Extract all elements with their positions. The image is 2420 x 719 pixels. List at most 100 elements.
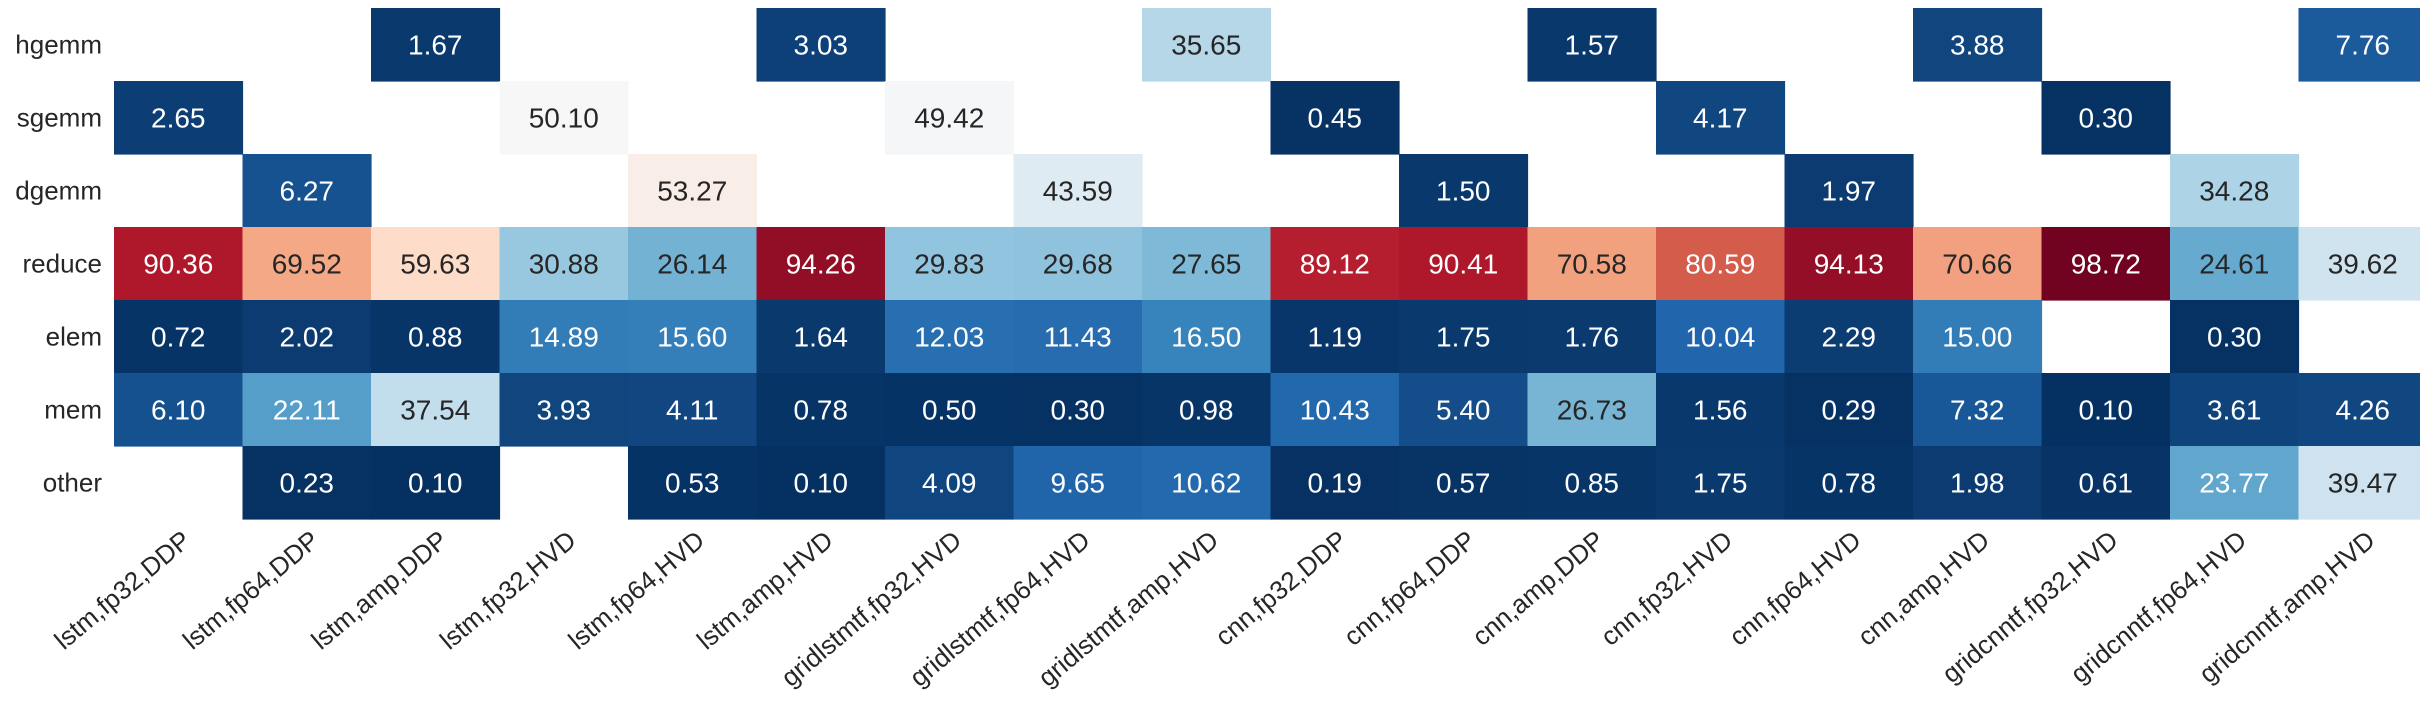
heatmap-cell: [242, 300, 372, 374]
cell-value-label: 1.75: [1693, 468, 1748, 499]
cell-value-label: 0.85: [1565, 468, 1620, 499]
cell-value-label: 1.57: [1565, 30, 1620, 61]
heatmap-cell: [885, 81, 1015, 155]
cell-value-label: 15.00: [1942, 322, 2012, 353]
heatmap-cell: [2170, 227, 2300, 301]
heatmap-cell: [1270, 81, 1400, 155]
heatmap-cell: [1013, 227, 1143, 301]
cell-value-label: 26.73: [1557, 395, 1627, 426]
heatmap-cell: [2041, 227, 2171, 301]
heatmap-cell: [1656, 300, 1786, 374]
heatmap-cell: [1142, 446, 1272, 520]
heatmap-cell: [756, 300, 886, 374]
heatmap-cell: [756, 373, 886, 447]
heatmap-cell: [499, 373, 629, 447]
column-tick-label: cnn,amp,DDP: [1466, 525, 1609, 652]
heatmap-cell: [1913, 300, 2043, 374]
heatmap-cell: [371, 227, 501, 301]
heatmap-cell: [242, 227, 372, 301]
column-labels: lstm,fp32,DDPlstm,fp64,DDPlstm,amp,DDPls…: [48, 525, 2380, 693]
heatmap-cell: [371, 300, 501, 374]
cell-value-label: 22.11: [273, 395, 341, 426]
column-tick-label: lstm,fp32,DDP: [48, 525, 196, 656]
cell-value-label: 23.77: [2199, 468, 2269, 499]
heatmap-cell: [371, 8, 501, 82]
column-tick-label: cnn,fp32,DDP: [1209, 525, 1352, 652]
cell-value-label: 2.65: [151, 103, 206, 134]
cell-value-label: 39.62: [2328, 249, 2398, 280]
heatmap-cell: [1399, 446, 1529, 520]
cell-value-label: 94.13: [1814, 249, 1884, 280]
cell-value-label: 14.89: [529, 322, 599, 353]
cell-value-label: 29.83: [914, 249, 984, 280]
heatmap-cell: [885, 446, 1015, 520]
cell-value-label: 37.54: [400, 395, 470, 426]
cell-value-label: 0.29: [1822, 395, 1877, 426]
heatmap-cell: [1913, 446, 2043, 520]
heatmap-cell: [1784, 300, 1914, 374]
heatmap-cell: [2298, 446, 2420, 520]
heatmap-cell: [756, 227, 886, 301]
cell-value-label: 70.66: [1942, 249, 2012, 280]
cell-value-label: 3.61: [2207, 395, 2262, 426]
cell-value-label: 29.68: [1043, 249, 1113, 280]
heatmap-cell: [1784, 373, 1914, 447]
row-tick-label: dgemm: [15, 176, 102, 206]
heatmap-cell: [1913, 8, 2043, 82]
heatmap-cell: [885, 373, 1015, 447]
cell-value-label: 7.76: [2336, 30, 2391, 61]
heatmap-cell: [2298, 8, 2420, 82]
heatmap-cell: [242, 154, 372, 228]
cell-value-label: 4.11: [666, 395, 718, 426]
heatmap-cells: 1.67 3.03 35.65 1.57 3.88 7.76 2.65 50.10 49.42 0…: [114, 8, 2420, 520]
heatmap-cell: [2041, 446, 2171, 520]
heatmap-cell: [2041, 81, 2171, 155]
cell-value-label: 0.78: [1822, 468, 1877, 499]
row-tick-label: hgemm: [15, 30, 102, 60]
heatmap-cell: [1013, 373, 1143, 447]
cell-value-label: 0.23: [280, 468, 335, 499]
heatmap-cell: [1784, 446, 1914, 520]
cell-value-label: 49.42: [914, 103, 984, 134]
cell-value-label: 80.59: [1685, 249, 1755, 280]
heatmap-cell: [2041, 373, 2171, 447]
cell-value-label: 27.65: [1171, 249, 1241, 280]
cell-value-label: 70.58: [1557, 249, 1627, 280]
heatmap-cell: [1142, 300, 1272, 374]
cell-value-label: 0.30: [2079, 103, 2134, 134]
cell-value-label: 59.63: [400, 249, 470, 280]
cell-value-label: 1.67: [408, 30, 463, 61]
heatmap-cell: [1142, 8, 1272, 82]
cell-value-label: 0.61: [2079, 468, 2134, 499]
cell-value-label: 11.43: [1044, 322, 1112, 353]
cell-value-label: 0.19: [1308, 468, 1363, 499]
heatmap-cell: [114, 300, 244, 374]
cell-value-label: 34.28: [2199, 176, 2269, 207]
cell-value-label: 90.36: [143, 249, 213, 280]
column-tick-label: cnn,fp32,HVD: [1595, 525, 1738, 652]
heatmap-cell: [114, 373, 244, 447]
row-tick-label: other: [43, 468, 103, 498]
cell-value-label: 50.10: [529, 103, 599, 134]
cell-value-label: 30.88: [529, 249, 599, 280]
column-tick-label: lstm,fp64,HVD: [562, 525, 710, 656]
cell-value-label: 5.40: [1436, 395, 1491, 426]
cell-value-label: 0.88: [408, 322, 463, 353]
cell-value-label: 1.97: [1822, 176, 1877, 207]
cell-value-label: 0.10: [2079, 395, 2134, 426]
cell-value-label: 35.65: [1171, 30, 1241, 61]
cell-value-label: 1.50: [1436, 176, 1491, 207]
heatmap-cell: [1142, 373, 1272, 447]
column-tick-label: cnn,amp,HVD: [1852, 525, 1995, 652]
cell-value-label: 6.10: [151, 395, 206, 426]
cell-value-label: 0.72: [151, 322, 206, 353]
cell-value-label: 26.14: [657, 249, 727, 280]
cell-value-label: 89.12: [1300, 249, 1370, 280]
heatmap-cell: [1270, 227, 1400, 301]
heatmap-cell: [2170, 154, 2300, 228]
heatmap-cell: [756, 446, 886, 520]
heatmap-cell: [1913, 373, 2043, 447]
heatmap-cell: [2170, 373, 2300, 447]
row-tick-label: sgemm: [17, 103, 102, 133]
cell-value-label: 90.41: [1428, 249, 1498, 280]
